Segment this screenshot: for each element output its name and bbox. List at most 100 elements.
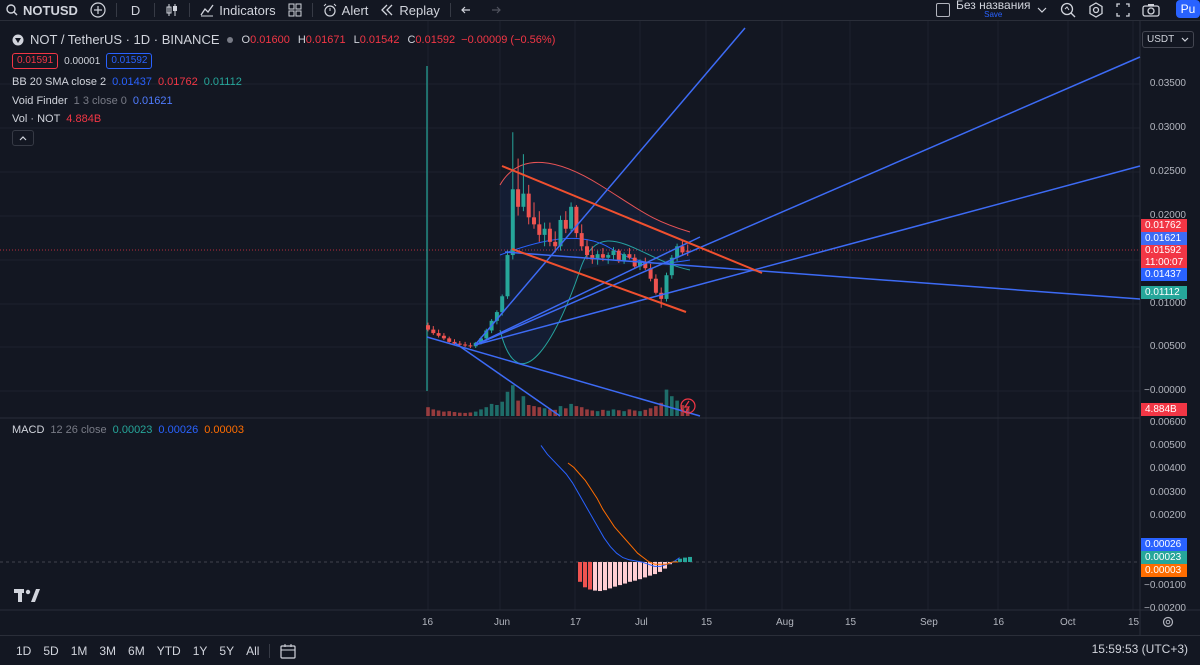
- volume-bar: [468, 412, 473, 416]
- alarm-clock-icon: [323, 3, 337, 17]
- range-6m-button[interactable]: 6M: [128, 643, 145, 658]
- volume-bar: [442, 411, 446, 416]
- time-axis-label: 15: [1128, 617, 1140, 628]
- volume-bar: [511, 385, 515, 416]
- undo-button[interactable]: [455, 0, 481, 20]
- timezone-clock[interactable]: 15:59:53 (UTC+3): [1091, 642, 1188, 656]
- fullscreen-icon[interactable]: [1116, 3, 1130, 17]
- bb-lower-band: [499, 240, 691, 365]
- divider: [115, 3, 117, 17]
- divider: [154, 3, 156, 17]
- volume-bar: [569, 403, 573, 416]
- redo-button[interactable]: [481, 0, 507, 20]
- macd-histogram-bar: [608, 562, 612, 589]
- replay-button[interactable]: Replay: [374, 0, 445, 20]
- candle-body: [484, 330, 489, 339]
- publish-button[interactable]: Pu: [1176, 0, 1200, 18]
- interval-button[interactable]: D: [121, 0, 150, 20]
- macd-histogram-bar: [613, 562, 617, 587]
- lightning-icon[interactable]: [680, 398, 696, 414]
- range-1y-button[interactable]: 1Y: [192, 643, 208, 658]
- toolbar-right-icons: [1060, 0, 1160, 20]
- top-toolbar: NOTUSD D Indicators Alert Re: [0, 0, 1200, 21]
- vf-label: Void Finder: [12, 95, 68, 107]
- bb-lower-value: 0.01112: [203, 76, 242, 88]
- templates-button[interactable]: [282, 0, 308, 20]
- macd-signal-line: [567, 462, 679, 565]
- lower-trend-line[interactable]: [426, 336, 701, 417]
- macd-histogram-bar: [598, 562, 602, 592]
- buy-price-box[interactable]: 0.01592: [106, 53, 153, 69]
- candle-body: [558, 219, 563, 247]
- range-5y-button[interactable]: 5Y: [219, 643, 235, 658]
- price-chart[interactable]: [0, 21, 1200, 635]
- lower-fan-line[interactable]: [454, 342, 561, 417]
- range-1m-button[interactable]: 1M: [70, 643, 88, 658]
- channel-upper-line[interactable]: [501, 165, 763, 274]
- layout-checkbox[interactable]: [936, 3, 950, 17]
- void-finder-legend[interactable]: Void Finder 1 3 close 0 0.01621: [12, 95, 173, 107]
- volume-legend[interactable]: Vol · NOT 4.884B: [12, 113, 101, 125]
- settings-gear-icon[interactable]: [1088, 2, 1104, 18]
- candle-body: [547, 228, 552, 242]
- time-axis-label: 15: [845, 617, 857, 628]
- sell-price-box[interactable]: 0.01591: [12, 53, 59, 69]
- axis-settings-gear-icon[interactable]: [1162, 616, 1174, 628]
- range-3m-button[interactable]: 3M: [99, 643, 117, 658]
- tradingview-logo-icon[interactable]: [14, 589, 40, 606]
- macd-histogram-bar: [593, 562, 597, 591]
- range-all-button[interactable]: All: [246, 643, 260, 658]
- symbol-title: NOT / TetherUS · 1D · BINANCE: [30, 32, 220, 47]
- currency-selector[interactable]: USDT: [1142, 31, 1194, 48]
- compare-button[interactable]: [84, 0, 112, 20]
- chart-type-button[interactable]: [159, 0, 185, 20]
- channel-lower-line[interactable]: [511, 248, 687, 313]
- support-line[interactable]: [504, 251, 1141, 300]
- range-5d-button[interactable]: 5D: [43, 643, 59, 658]
- vf-params: 1 3 close 0: [73, 95, 127, 107]
- bb-legend[interactable]: BB 20 SMA close 2 0.01437 0.01762 0.0111…: [12, 76, 242, 88]
- volume-bar: [431, 409, 436, 416]
- range-1d-button[interactable]: 1D: [16, 643, 32, 658]
- volume-bar: [595, 411, 600, 416]
- fan-line-2[interactable]: [474, 56, 1141, 346]
- range-ytd-button[interactable]: YTD: [156, 643, 181, 658]
- macd-axis-label: 0.00200: [1149, 510, 1186, 521]
- macd-legend[interactable]: MACD 12 26 close 0.00023 0.00026 0.00003: [12, 424, 244, 436]
- trendline-drawings[interactable]: [426, 27, 1141, 417]
- alert-button[interactable]: Alert: [317, 0, 375, 20]
- volume-bar: [521, 396, 526, 416]
- volume-bar: [627, 409, 632, 416]
- divider: [269, 643, 271, 658]
- undo-icon: [461, 4, 475, 16]
- volume-bar: [505, 391, 510, 416]
- volume-bar: [447, 411, 451, 416]
- volume-bar: [611, 409, 616, 416]
- close-value: 0.01592: [415, 33, 456, 46]
- countdown-tag: 11:00:07: [1141, 257, 1187, 268]
- chevron-up-icon: [19, 135, 27, 141]
- candle-body: [510, 189, 515, 256]
- fan-line-1[interactable]: [474, 27, 746, 346]
- collapse-legend-button[interactable]: [12, 130, 34, 146]
- volume-bar: [579, 407, 584, 416]
- candle-body: [537, 224, 542, 235]
- candle-body: [611, 250, 616, 256]
- chevron-down-icon[interactable]: [1037, 7, 1047, 13]
- indicators-button[interactable]: Indicators: [194, 0, 281, 20]
- symbol-search[interactable]: NOTUSD: [0, 0, 84, 20]
- save-label[interactable]: Save: [984, 10, 1003, 19]
- last-price-tag: 0.01592: [1141, 245, 1187, 257]
- calendar-goto-icon[interactable]: [274, 643, 302, 659]
- macd-histogram-bar: [633, 562, 637, 581]
- macd-histogram-bar: [678, 558, 682, 562]
- quick-search-icon[interactable]: [1060, 2, 1076, 18]
- fan-line-4[interactable]: [474, 236, 701, 346]
- rewind-icon: [380, 4, 394, 16]
- fan-line-3[interactable]: [474, 165, 1141, 346]
- macd-histogram-bar: [628, 562, 632, 582]
- camera-icon[interactable]: [1142, 3, 1160, 17]
- candle-body: [664, 275, 669, 299]
- layout-name-selector[interactable]: Без названия Save: [936, 0, 1047, 20]
- candle-body: [675, 246, 680, 258]
